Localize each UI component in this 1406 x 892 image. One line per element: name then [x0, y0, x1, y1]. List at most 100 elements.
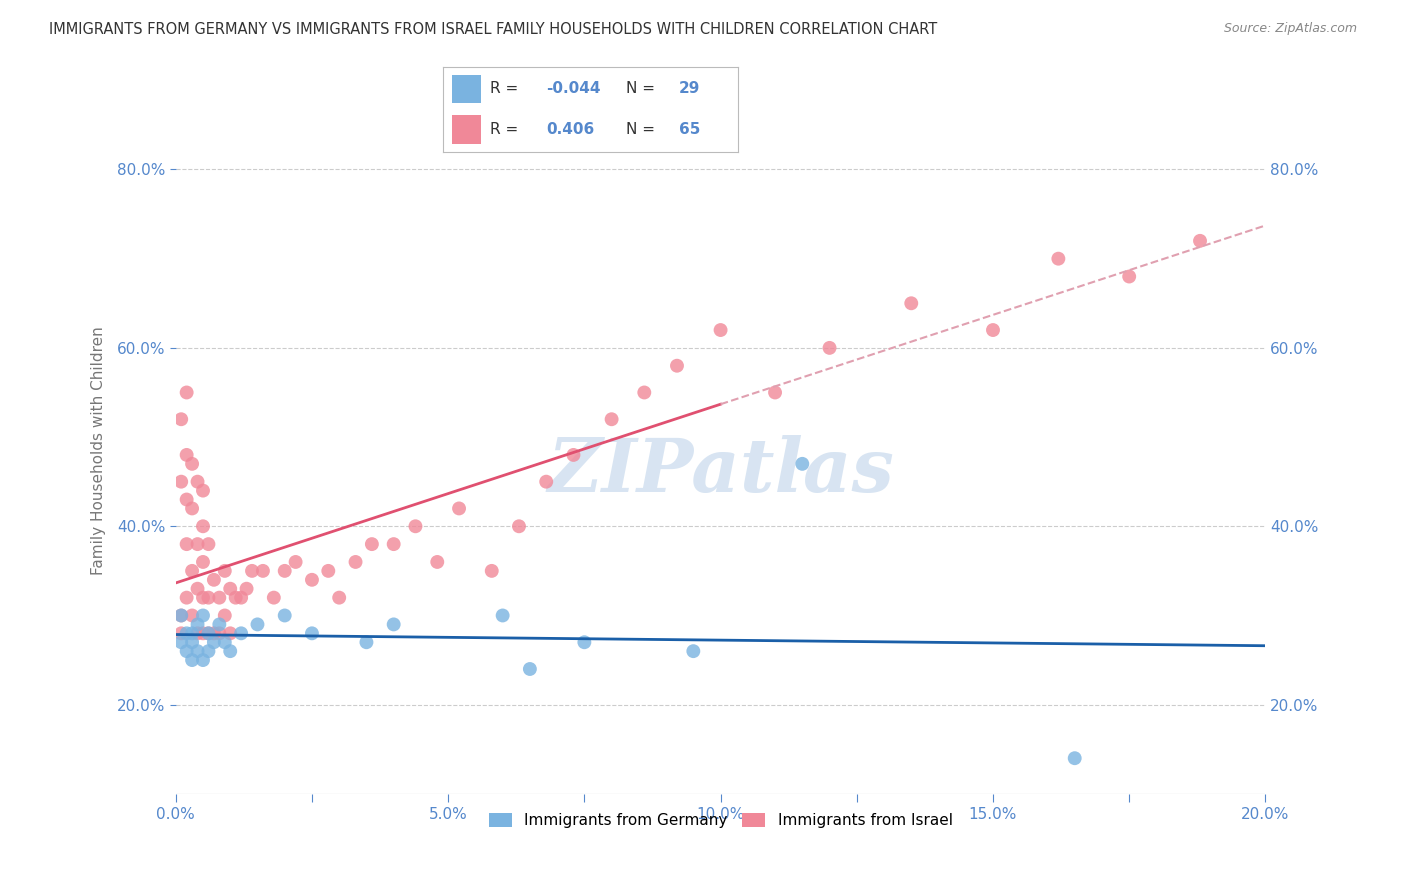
Bar — [451, 115, 481, 144]
Point — [176, 448, 198, 462]
Point — [197, 626, 219, 640]
Point — [1063, 751, 1085, 765]
Point — [534, 475, 557, 489]
Point — [600, 412, 623, 426]
Point — [170, 626, 193, 640]
Point — [246, 617, 269, 632]
Text: N =: N = — [626, 122, 655, 137]
Text: -0.044: -0.044 — [546, 81, 600, 96]
Point — [208, 591, 231, 605]
Point — [202, 635, 225, 649]
Point — [197, 626, 219, 640]
Point — [170, 475, 193, 489]
Point — [176, 644, 198, 658]
Point — [284, 555, 307, 569]
Point — [170, 608, 193, 623]
Text: ZIPatlas: ZIPatlas — [547, 434, 894, 508]
Point — [519, 662, 541, 676]
Point — [191, 519, 214, 533]
Point — [181, 457, 204, 471]
Point — [274, 564, 297, 578]
Point — [225, 591, 247, 605]
Point — [710, 323, 733, 337]
Point — [818, 341, 841, 355]
Point — [208, 617, 231, 632]
Point — [382, 537, 405, 551]
Point — [191, 555, 214, 569]
Point — [318, 564, 340, 578]
Point — [214, 608, 236, 623]
Point — [176, 385, 198, 400]
Point — [231, 591, 253, 605]
Point — [191, 608, 214, 623]
Point — [197, 644, 219, 658]
Point — [274, 608, 297, 623]
Point — [231, 626, 253, 640]
Point — [191, 626, 214, 640]
Point — [191, 483, 214, 498]
Point — [208, 626, 231, 640]
Point — [633, 385, 655, 400]
Point — [181, 635, 204, 649]
Point — [181, 501, 204, 516]
Point — [328, 591, 350, 605]
Point — [219, 626, 242, 640]
Point — [214, 564, 236, 578]
Legend: Immigrants from Germany, Immigrants from Israel: Immigrants from Germany, Immigrants from… — [482, 807, 959, 834]
Point — [197, 591, 219, 605]
Point — [356, 635, 378, 649]
Point — [562, 448, 585, 462]
Point — [202, 573, 225, 587]
Point — [508, 519, 530, 533]
Text: 29: 29 — [679, 81, 700, 96]
Point — [240, 564, 263, 578]
Point — [191, 591, 214, 605]
Point — [981, 323, 1004, 337]
Point — [176, 626, 198, 640]
Point — [191, 653, 214, 667]
Point — [181, 608, 204, 623]
Point — [202, 626, 225, 640]
Text: IMMIGRANTS FROM GERMANY VS IMMIGRANTS FROM ISRAEL FAMILY HOUSEHOLDS WITH CHILDRE: IMMIGRANTS FROM GERMANY VS IMMIGRANTS FR… — [49, 22, 938, 37]
Point — [252, 564, 274, 578]
Point — [235, 582, 257, 596]
Text: R =: R = — [491, 81, 519, 96]
Point — [360, 537, 382, 551]
Point — [176, 537, 198, 551]
Point — [186, 626, 209, 640]
Point — [447, 501, 470, 516]
Point — [382, 617, 405, 632]
Point — [219, 644, 242, 658]
Point — [170, 635, 193, 649]
Point — [792, 457, 814, 471]
Text: R =: R = — [491, 122, 519, 137]
Point — [1118, 269, 1140, 284]
Text: 65: 65 — [679, 122, 700, 137]
Point — [344, 555, 367, 569]
Point — [186, 475, 209, 489]
Point — [1189, 234, 1212, 248]
Point — [197, 537, 219, 551]
Point — [1047, 252, 1070, 266]
Point — [492, 608, 515, 623]
Point — [181, 653, 204, 667]
Point — [186, 537, 209, 551]
Point — [405, 519, 427, 533]
Point — [426, 555, 449, 569]
Text: Source: ZipAtlas.com: Source: ZipAtlas.com — [1223, 22, 1357, 36]
Point — [186, 644, 209, 658]
Bar — [451, 75, 481, 103]
Point — [170, 608, 193, 623]
Point — [214, 635, 236, 649]
Point — [219, 582, 242, 596]
Point — [481, 564, 503, 578]
Point — [176, 492, 198, 507]
Text: N =: N = — [626, 81, 655, 96]
Point — [763, 385, 786, 400]
Text: 0.406: 0.406 — [546, 122, 595, 137]
Point — [301, 573, 323, 587]
Point — [263, 591, 285, 605]
Point — [186, 617, 209, 632]
Point — [574, 635, 596, 649]
Point — [301, 626, 323, 640]
